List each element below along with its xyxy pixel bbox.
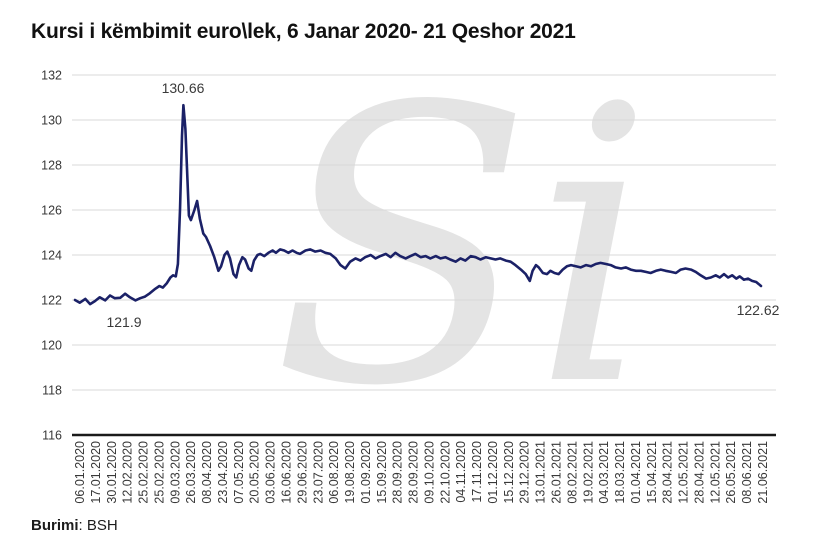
x-tick-label: 01.04.2021 <box>629 441 643 504</box>
x-tick-label: 12.05.2021 <box>708 441 722 504</box>
x-tick-label: 08.02.2021 <box>565 441 579 504</box>
x-tick-label: 23.04.2020 <box>216 441 230 504</box>
x-tick-label: 08.06.2021 <box>740 441 754 504</box>
x-tick-label: 26.03.2020 <box>184 441 198 504</box>
x-tick-label: 29.12.2020 <box>518 441 532 504</box>
x-tick-label: 28.09.2020 <box>391 441 405 504</box>
source-label: Burimi <box>31 517 79 534</box>
x-tick-label: 23.07.2020 <box>311 441 325 504</box>
x-tick-label: 20.05.2020 <box>248 441 262 504</box>
page-title: Kursi i këmbimit euro\lek, 6 Janar 2020-… <box>31 20 576 43</box>
y-tick-label: 126 <box>41 204 62 218</box>
x-tick-label: 28.04.2021 <box>661 441 675 504</box>
x-tick-label: 16.06.2020 <box>279 441 293 504</box>
x-tick-label: 19.02.2021 <box>581 441 595 504</box>
y-tick-label: 122 <box>41 294 62 308</box>
x-tick-label: 01.09.2020 <box>359 441 373 504</box>
x-tick-label: 06.08.2020 <box>327 441 341 504</box>
y-tick-label: 120 <box>41 339 62 353</box>
x-tick-label: 15.04.2021 <box>645 441 659 504</box>
y-tick-label: 124 <box>41 249 62 263</box>
x-tick-label: 12.02.2020 <box>121 441 135 504</box>
x-tick-label: 15.12.2020 <box>502 441 516 504</box>
x-tick-label: 08.04.2020 <box>200 441 214 504</box>
x-tick-label: 28.09.2020 <box>407 441 421 504</box>
x-tick-label: 19.08.2020 <box>343 441 357 504</box>
peak-value-annotation: 130.66 <box>161 80 205 96</box>
x-tick-label: 25.02.2020 <box>152 441 166 504</box>
x-tick-label: 03.06.2020 <box>264 441 278 504</box>
x-tick-label: 06.01.2020 <box>73 441 87 504</box>
x-tick-label: 17.11.2020 <box>470 441 484 503</box>
x-tick-label: 26.01.2021 <box>550 441 564 504</box>
x-tick-label: 01.12.2020 <box>486 441 500 504</box>
y-tick-label: 118 <box>42 384 62 398</box>
x-tick-label: 22.10.2020 <box>438 441 452 504</box>
x-tick-label: 15.09.2020 <box>375 441 389 504</box>
x-tick-label: 21.06.2021 <box>756 441 770 504</box>
y-tick-label: 128 <box>41 159 62 173</box>
x-tick-label: 30.01.2020 <box>105 441 119 504</box>
x-tick-label: 04.03.2021 <box>597 441 611 504</box>
x-tick-label: 25.02.2020 <box>137 441 151 504</box>
exchange-rate-series-line <box>73 103 763 306</box>
source-note: Burimi: BSH <box>31 517 118 534</box>
x-tick-label: 29.06.2020 <box>295 441 309 504</box>
last-value-annotation: 122.62 <box>736 302 780 318</box>
x-tick-label: 12.05.2021 <box>677 441 691 504</box>
y-tick-label: 132 <box>41 69 62 83</box>
x-tick-label: 04.11.2020 <box>454 441 468 503</box>
x-tick-label: 09.10.2020 <box>422 441 436 504</box>
x-tick-label: 26.05.2021 <box>724 441 738 504</box>
x-tick-label: 17.01.2020 <box>89 441 103 504</box>
x-tick-label: 13.01.2021 <box>534 441 548 504</box>
x-tick-label: 09.03.2020 <box>168 441 182 504</box>
x-tick-label: 28.04.2021 <box>692 441 706 504</box>
x-tick-label: 18.03.2021 <box>613 441 627 504</box>
y-tick-label: 116 <box>42 429 62 443</box>
early-low-annotation: 121.9 <box>106 314 142 330</box>
source-value: : BSH <box>78 517 118 534</box>
y-tick-label: 130 <box>41 114 62 128</box>
x-tick-label: 07.05.2020 <box>232 441 246 504</box>
